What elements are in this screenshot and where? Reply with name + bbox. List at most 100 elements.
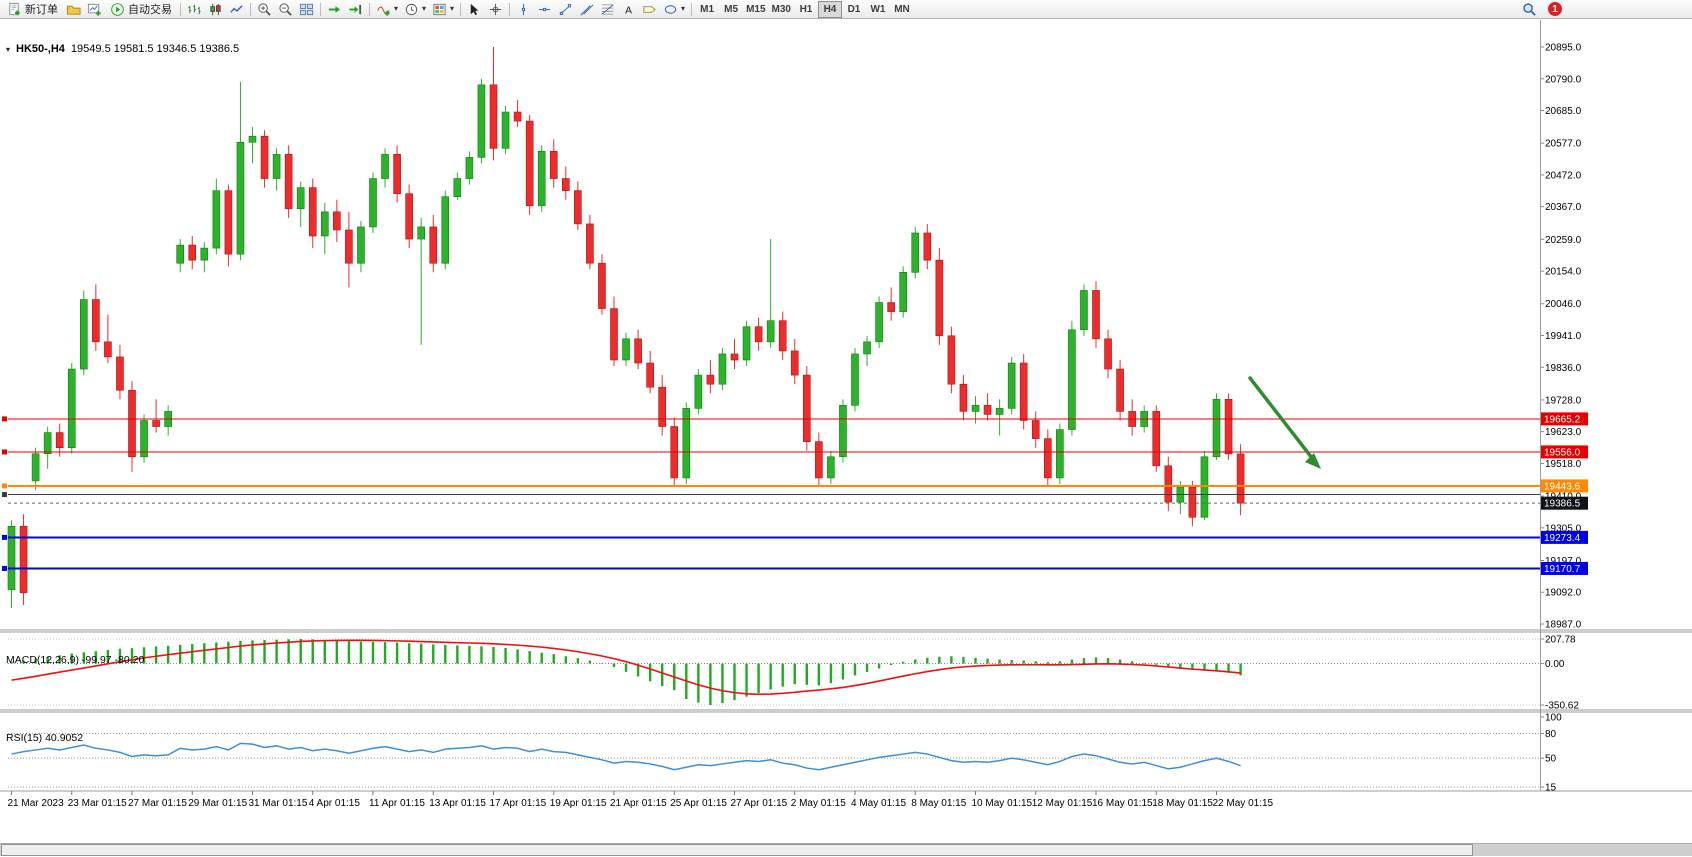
main-toolbar: 新订单 自动交易 ▾ ▾ ▾ <box>0 0 1692 19</box>
profiles-button[interactable] <box>63 1 84 18</box>
svg-text:19518.0: 19518.0 <box>1545 459 1582 470</box>
toolbar-separator <box>320 2 321 16</box>
new-chart-icon <box>87 3 101 16</box>
svg-text:21 Apr 01:15: 21 Apr 01:15 <box>610 798 667 809</box>
cursor-button[interactable] <box>464 1 485 18</box>
line-chart-mode-button[interactable] <box>226 1 247 18</box>
time-axis[interactable]: 21 Mar 2023 23 Mar 01:15 27 Mar 01:15 29 Ma… <box>8 791 1274 809</box>
periods-button[interactable]: ▾ <box>401 1 429 18</box>
svg-text:23 Mar 01:15: 23 Mar 01:15 <box>68 798 127 809</box>
svg-text:19665.2: 19665.2 <box>1544 414 1581 425</box>
toolbar-separator <box>250 2 251 16</box>
templates-button[interactable]: ▾ <box>429 1 457 18</box>
label-icon <box>643 5 656 13</box>
svg-text:10 May 01:15: 10 May 01:15 <box>972 798 1033 809</box>
auto-scroll-button[interactable] <box>324 1 345 18</box>
timeframe-h1-button[interactable]: H1 <box>794 1 818 18</box>
fibonacci-icon <box>601 3 614 15</box>
zoom-in-button[interactable] <box>254 1 275 18</box>
channel-button[interactable] <box>576 1 597 18</box>
scrollbar-thumb[interactable] <box>1 844 1473 856</box>
chart-shift-icon <box>349 4 362 14</box>
vertical-line-icon <box>521 3 526 15</box>
svg-text:19 Apr 01:15: 19 Apr 01:15 <box>550 798 607 809</box>
level-lines[interactable] <box>2 416 1540 571</box>
bar-chart-mode-button[interactable] <box>184 1 205 18</box>
crosshair-icon <box>489 3 502 15</box>
tile-windows-button[interactable] <box>296 1 317 18</box>
svg-text:22 May 01:15: 22 May 01:15 <box>1213 798 1274 809</box>
zoom-out-button[interactable] <box>275 1 296 18</box>
horizontal-line-button[interactable] <box>534 1 555 18</box>
svg-text:31 Mar 01:15: 31 Mar 01:15 <box>249 798 308 809</box>
trendline-button[interactable] <box>555 1 576 18</box>
svg-text:11 Apr 01:15: 11 Apr 01:15 <box>369 798 425 809</box>
chevron-down-icon: ▾ <box>394 4 399 13</box>
crosshair-button[interactable] <box>485 1 506 18</box>
svg-text:20790.0: 20790.0 <box>1545 74 1582 85</box>
svg-text:20472.0: 20472.0 <box>1545 170 1582 181</box>
horizontal-line-icon <box>538 7 551 11</box>
svg-text:19273.4: 19273.4 <box>1544 533 1581 544</box>
svg-text:0.00: 0.00 <box>1545 659 1565 670</box>
timeframe-mn-button[interactable]: MN <box>890 1 914 18</box>
text-icon: A <box>625 5 632 16</box>
shapes-button[interactable]: ▾ <box>660 1 688 18</box>
fibonacci-button[interactable] <box>597 1 618 18</box>
new-order-button[interactable]: 新订单 <box>2 1 63 18</box>
svg-text:13 Apr 01:15: 13 Apr 01:15 <box>429 798 486 809</box>
timeframe-w1-button[interactable]: W1 <box>866 1 890 18</box>
notification-badge[interactable]: 1 <box>1548 2 1562 16</box>
auto-trading-button[interactable]: 自动交易 <box>105 1 177 18</box>
tile-windows-icon <box>299 3 314 15</box>
candlestick-mode-button[interactable] <box>205 1 226 18</box>
chart-shift-button[interactable] <box>345 1 366 18</box>
svg-text:4 Apr 01:15: 4 Apr 01:15 <box>309 798 361 809</box>
svg-text:20367.0: 20367.0 <box>1545 202 1582 213</box>
price-scale[interactable]: 20895.0 20790.0 20685.0 20577.0 20472.0 20367… <box>1541 43 1582 631</box>
rsi-pane[interactable] <box>8 732 1540 788</box>
text-label-button[interactable] <box>639 1 660 18</box>
candlestick-icon <box>210 3 221 15</box>
svg-text:20895.0: 20895.0 <box>1545 43 1582 54</box>
svg-text:4 May 01:15: 4 May 01:15 <box>851 798 906 809</box>
toolbar-separator <box>369 2 370 16</box>
new-order-icon <box>9 2 20 15</box>
svg-text:27 Mar 01:15: 27 Mar 01:15 <box>128 798 187 809</box>
svg-text:15: 15 <box>1545 783 1557 794</box>
auto-scroll-icon <box>328 5 341 13</box>
folder-icon <box>66 5 81 15</box>
timeframe-d1-button[interactable]: D1 <box>842 1 866 18</box>
svg-text:18987.0: 18987.0 <box>1545 620 1582 631</box>
timeframe-m30-button[interactable]: M30 <box>769 1 794 18</box>
chevron-down-icon: ▾ <box>450 4 455 13</box>
shapes-icon <box>664 4 677 14</box>
svg-text:19443.6: 19443.6 <box>1544 481 1581 492</box>
svg-text:50: 50 <box>1545 754 1557 765</box>
vertical-line-button[interactable] <box>513 1 534 18</box>
svg-text:19305.0: 19305.0 <box>1545 523 1582 534</box>
indicators-button[interactable]: ▾ <box>373 1 401 18</box>
timeframe-m5-button[interactable]: M5 <box>719 1 743 18</box>
text-tool-button[interactable]: A <box>618 1 639 18</box>
svg-text:80: 80 <box>1545 729 1557 740</box>
macd-scale: 207.78 0.00 -350.62 <box>1541 635 1579 712</box>
auto-trading-play-icon <box>111 2 124 16</box>
line-chart-icon <box>230 4 243 13</box>
search-button[interactable] <box>1519 1 1540 18</box>
channel-icon <box>580 3 594 15</box>
svg-text:20046.0: 20046.0 <box>1545 299 1582 310</box>
svg-text:8 May 01:15: 8 May 01:15 <box>911 798 966 809</box>
svg-text:19728.0: 19728.0 <box>1545 395 1582 406</box>
trend-arrow-annotation[interactable] <box>1248 376 1321 469</box>
timeframe-m15-button[interactable]: M15 <box>743 1 768 18</box>
new-order-label: 新订单 <box>25 4 58 16</box>
macd-pane[interactable] <box>8 638 1540 706</box>
clock-icon <box>405 3 418 15</box>
new-chart-button[interactable] <box>84 1 105 18</box>
horizontal-scrollbar[interactable] <box>0 843 1692 856</box>
timeframe-m1-button[interactable]: M1 <box>695 1 719 18</box>
timeframe-h4-button[interactable]: H4 <box>817 0 842 18</box>
toolbar-separator <box>180 2 181 16</box>
chart-canvas[interactable]: 20895.0 20790.0 20685.0 20577.0 20472.0 20367… <box>0 20 1692 840</box>
